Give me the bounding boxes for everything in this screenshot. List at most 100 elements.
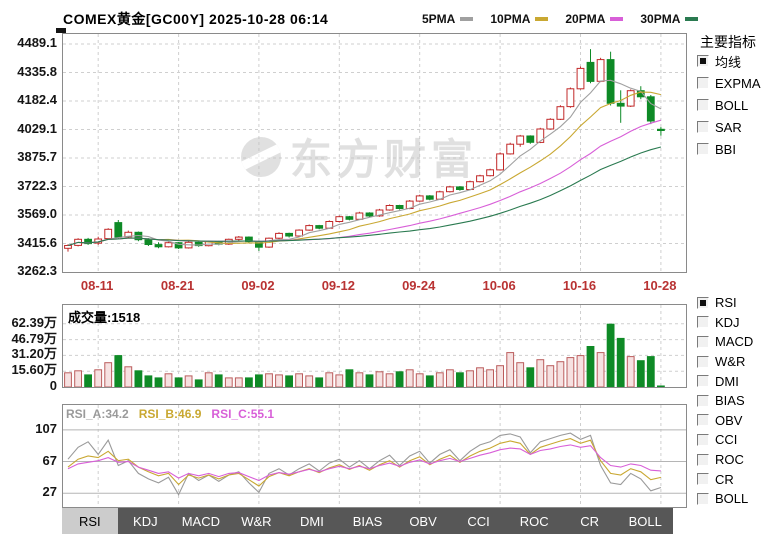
- sidebar-item-label: CCI: [715, 432, 738, 448]
- tab-RSI[interactable]: RSI: [62, 508, 118, 534]
- date-axis-label: 09-24: [402, 278, 436, 293]
- tab-BIAS[interactable]: BIAS: [352, 513, 383, 529]
- date-axis-label: 09-02: [241, 278, 275, 293]
- sidebar-item-RSI[interactable]: RSI: [697, 293, 753, 313]
- sidebar-item-label: BOLL: [715, 97, 749, 113]
- tab-W&R[interactable]: W&R: [241, 513, 272, 529]
- rsi-value-RSI_A: RSI_A:34.2: [66, 407, 129, 421]
- checkbox-icon[interactable]: [697, 473, 709, 486]
- y-axis-label: 3569.0: [17, 206, 57, 221]
- sidebar-item-label: SAR: [715, 119, 742, 135]
- y-axis-label: 67: [42, 452, 57, 468]
- sidebar-item-label: MACD: [715, 334, 754, 350]
- sidebar-item-EXPMA[interactable]: EXPMA: [697, 72, 761, 94]
- sidebar-item-均线[interactable]: 均线: [697, 50, 761, 72]
- y-axis-label: 0: [49, 378, 57, 393]
- y-axis-label: 62.39万: [11, 314, 57, 330]
- sidebar-item-label: BBI: [715, 141, 736, 157]
- y-axis-label: 4335.8: [17, 63, 57, 79]
- y-axis-label: 3415.6: [17, 234, 57, 250]
- legend-label: 20PMA: [565, 12, 606, 26]
- sidebar-item-label: DMI: [715, 373, 739, 389]
- sidebar-item-BBI[interactable]: BBI: [697, 138, 761, 160]
- date-axis-label: 08-11: [80, 278, 114, 293]
- legend-swatch: [535, 17, 549, 21]
- y-axis-label: 3262.3: [17, 263, 57, 278]
- checkbox-icon[interactable]: [697, 316, 709, 329]
- legend-5PMA: 5PMA: [422, 12, 474, 26]
- tab-MACD[interactable]: MACD: [181, 513, 220, 529]
- legend-label: 5PMA: [422, 12, 456, 26]
- checkbox-icon[interactable]: [697, 394, 709, 407]
- checkbox-icon[interactable]: [697, 375, 709, 388]
- date-axis-label: 08-21: [160, 278, 195, 293]
- tab-OBV[interactable]: OBV: [409, 513, 437, 529]
- tab-CCI[interactable]: CCI: [467, 513, 490, 529]
- sidebar-item-label: RSI: [715, 295, 737, 311]
- legend-swatch: [610, 17, 624, 21]
- y-axis-label: 4029.1: [17, 120, 57, 136]
- checkbox-icon[interactable]: [697, 143, 709, 155]
- sidebar-item-DMI[interactable]: DMI: [697, 371, 753, 391]
- legend-10PMA: 10PMA: [490, 12, 549, 26]
- sidebar-item-label: EXPMA: [715, 75, 761, 91]
- tab-KDJ[interactable]: KDJ: [133, 513, 158, 529]
- sidebar-item-label: BIAS: [715, 393, 745, 409]
- checkbox-icon[interactable]: [697, 77, 709, 89]
- checkbox-icon[interactable]: [697, 55, 709, 67]
- date-axis-label: 10-06: [482, 278, 516, 293]
- sidebar-item-ROC[interactable]: ROC: [697, 450, 753, 470]
- y-axis-label: 31.20万: [11, 346, 57, 362]
- date-axis-label: 10-16: [562, 278, 597, 293]
- drag-handle[interactable]: [56, 28, 66, 33]
- y-axis-label: 4489.1: [17, 35, 57, 51]
- ma-legend: 5PMA 10PMA 20PMA 30PMA: [422, 12, 699, 26]
- y-axis-label: 107: [35, 420, 57, 436]
- checkbox-icon[interactable]: [697, 355, 709, 368]
- checkbox-icon[interactable]: [697, 335, 709, 348]
- y-axis-label: 4182.4: [17, 92, 57, 107]
- sidebar-item-BOLL[interactable]: BOLL: [697, 94, 761, 116]
- y-axis-label: 15.60万: [11, 362, 57, 378]
- rsi-value-RSI_C: RSI_C:55.1: [211, 407, 275, 421]
- checkbox-icon[interactable]: [697, 492, 709, 505]
- tab-CR[interactable]: CR: [580, 513, 600, 529]
- legend-label: 10PMA: [490, 12, 531, 26]
- rsi-chart-canvas[interactable]: RSI_A:34.2 RSI_B:46.9 RSI_C:55.1: [62, 404, 687, 508]
- legend-20PMA: 20PMA: [565, 12, 624, 26]
- legend-swatch: [460, 17, 474, 21]
- sidebar-item-MACD[interactable]: MACD: [697, 332, 753, 352]
- chart-title: COMEX黄金[GC00Y] 2025-10-28 06:14: [63, 11, 329, 27]
- tab-DMI[interactable]: DMI: [300, 513, 324, 529]
- y-axis-label: 3875.7: [17, 149, 57, 164]
- sidebar-item-CCI[interactable]: CCI: [697, 430, 753, 450]
- date-axis-label: 10-28: [643, 278, 677, 293]
- sidebar-title: 主要指标: [700, 34, 756, 50]
- sidebar-item-OBV[interactable]: OBV: [697, 411, 753, 431]
- sidebar-item-label: 均线: [715, 54, 742, 70]
- checkbox-icon[interactable]: [697, 453, 709, 466]
- legend-30PMA: 30PMA: [640, 12, 699, 26]
- sidebar-item-W&R[interactable]: W&R: [697, 352, 753, 372]
- rsi-value-RSI_B: RSI_B:46.9: [138, 407, 202, 421]
- legend-label: 30PMA: [640, 12, 681, 26]
- checkbox-icon[interactable]: [697, 121, 709, 133]
- sidebar-sub-indicators: RSI KDJ MACD W&R DMI BIAS OBV CCI ROC CR BOLL: [697, 293, 753, 509]
- sidebar-item-SAR[interactable]: SAR: [697, 116, 761, 138]
- sidebar-item-BIAS[interactable]: BIAS: [697, 391, 753, 411]
- tab-BOLL[interactable]: BOLL: [628, 513, 662, 529]
- main-chart-canvas[interactable]: 东方财富: [62, 33, 687, 273]
- checkbox-icon[interactable]: [697, 414, 709, 427]
- sidebar-item-BOLL[interactable]: BOLL: [697, 489, 753, 509]
- tab-ROC[interactable]: ROC: [519, 513, 549, 529]
- sidebar-item-KDJ[interactable]: KDJ: [697, 313, 753, 333]
- legend-swatch: [685, 17, 699, 21]
- checkbox-icon[interactable]: [697, 433, 709, 446]
- volume-chart-canvas[interactable]: 成交量:1518: [62, 304, 687, 388]
- y-axis-label: 27: [42, 484, 57, 500]
- sidebar-item-label: KDJ: [715, 314, 740, 330]
- sidebar-item-CR[interactable]: CR: [697, 469, 753, 489]
- checkbox-icon[interactable]: [697, 296, 709, 309]
- checkbox-icon[interactable]: [697, 99, 709, 111]
